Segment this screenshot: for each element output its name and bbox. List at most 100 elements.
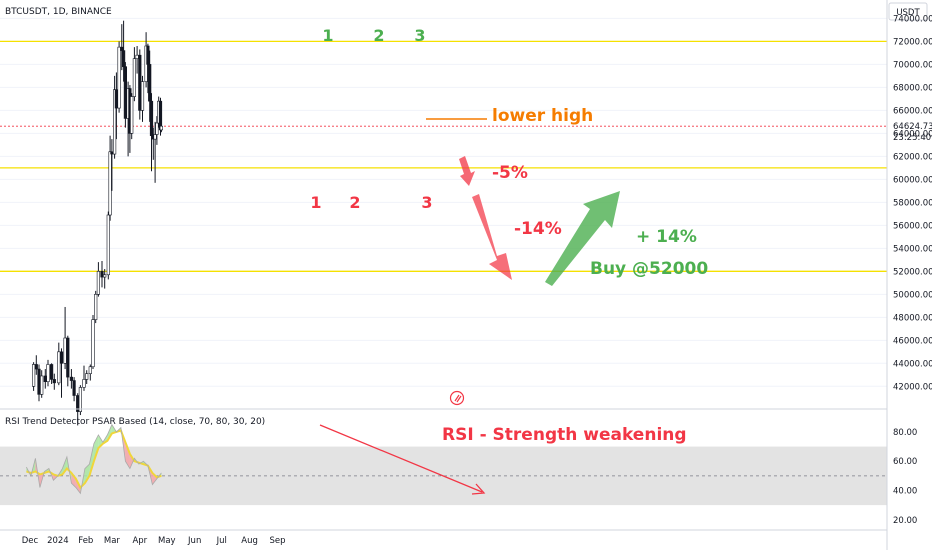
small-down-arrow <box>459 156 475 186</box>
time-tick-label: Apr <box>132 536 147 546</box>
price-annotations: lower high 1 2 3 1 2 3 -5% -14% + 14% Bu… <box>310 26 708 406</box>
rsi-trendline-arrowhead <box>471 483 486 495</box>
price-tick-label: 66000.00 <box>893 106 932 116</box>
price-tick-label: 58000.00 <box>893 198 932 208</box>
currency-label: USDT <box>896 8 920 18</box>
candle <box>138 49 142 120</box>
candle <box>94 290 98 324</box>
candle <box>85 370 89 385</box>
time-tick-label: May <box>158 536 176 546</box>
rsi-fill-segment <box>152 472 157 485</box>
candle <box>103 269 107 289</box>
candle <box>82 365 86 391</box>
large-up-arrow <box>545 191 620 286</box>
rsi-title: RSI Trend Detector PSAR Based (14, close… <box>5 417 265 427</box>
candle <box>132 47 137 102</box>
candle <box>96 262 100 297</box>
candle <box>159 118 164 133</box>
rsi-trendline <box>319 424 483 493</box>
rsi-weakening-label: RSI - Strength weakening <box>442 425 687 445</box>
candles <box>31 20 164 426</box>
price-tick-label: 68000.00 <box>893 83 932 93</box>
time-tick-label: Aug <box>241 536 258 546</box>
time-tick-label: Mar <box>104 536 121 546</box>
bottom-2-label: 2 <box>349 193 360 212</box>
price-tick-label: 72000.00 <box>893 37 932 47</box>
top-1-label: 1 <box>322 26 333 45</box>
candle <box>100 260 104 288</box>
price-tick-label: 74000.00 <box>893 14 932 24</box>
symbol-title: BTCUSDT, 1D, BINANCE <box>5 7 112 17</box>
price-tick-label: 56000.00 <box>893 221 932 231</box>
rsi-fill-segment <box>125 442 130 469</box>
tv-logo-icon <box>449 390 465 406</box>
price-tick-label: 48000.00 <box>893 313 932 323</box>
candle <box>123 62 127 128</box>
candle <box>59 348 64 398</box>
price-tick-label: 64000.00 <box>893 129 932 139</box>
top-2-label: 2 <box>373 26 384 45</box>
bottom-3-label: 3 <box>421 193 432 212</box>
time-tick-label: Feb <box>78 536 93 546</box>
candle <box>69 369 73 389</box>
horizontal-levels <box>0 40 887 272</box>
price-tick-label: 44000.00 <box>893 359 932 369</box>
time-tick-label: Dec <box>22 536 39 546</box>
rsi-tick-label: 20.00 <box>893 516 917 526</box>
bottom-1-label: 1 <box>310 193 321 212</box>
rsi-fill-segment <box>89 443 94 476</box>
candle <box>57 342 61 386</box>
rsi-axis-ticks: 20.00 40.00 60.00 80.00 <box>893 428 917 526</box>
last-price-label: 64624.73 <box>893 122 932 132</box>
candle <box>66 335 70 387</box>
large-down-arrow <box>472 194 512 280</box>
buy-label: Buy @52000 <box>590 259 708 279</box>
currency-button[interactable] <box>888 2 928 21</box>
time-tick-label: 2024 <box>47 536 69 546</box>
time-tick-label: Sep <box>269 536 285 546</box>
rsi-tick-label: 80.00 <box>893 428 917 438</box>
candle <box>88 364 92 381</box>
lower-high-label: lower high <box>492 106 593 126</box>
price-tick-label: 42000.00 <box>893 382 932 392</box>
time-tick-label: Jul <box>216 536 227 546</box>
time-axis[interactable]: Dec 2024 Feb Mar Apr May Jun Jul Aug Sep <box>0 529 887 546</box>
rsi-tick-label: 60.00 <box>893 457 917 467</box>
price-axis-ticks: 42000.00 44000.00 46000.00 48000.00 50000.00… <box>893 14 932 392</box>
candle <box>72 377 76 402</box>
pct-14-up-label: + 14% <box>636 227 697 247</box>
candle <box>40 370 44 398</box>
time-tick-label: Jun <box>187 536 201 546</box>
rsi-tick-label: 40.00 <box>893 486 917 496</box>
candle <box>91 315 95 370</box>
time-axis-ticks: Dec 2024 Feb Mar Apr May Jun Jul Aug Sep <box>22 536 286 546</box>
candle <box>106 211 110 280</box>
candle <box>31 362 36 391</box>
pct-5-label: -5% <box>492 163 528 183</box>
price-tick-label: 52000.00 <box>893 267 932 277</box>
candle <box>140 75 145 122</box>
price-tick-label: 70000.00 <box>893 60 932 70</box>
rsi-fill-segment <box>98 434 103 449</box>
price-tick-label: 62000.00 <box>893 152 932 162</box>
price-tick-label: 60000.00 <box>893 175 932 185</box>
candle <box>148 50 152 122</box>
candle <box>122 20 126 82</box>
rsi-fill-segment <box>107 424 112 441</box>
candle <box>149 93 154 172</box>
candle <box>46 359 50 387</box>
price-grid <box>0 17 887 387</box>
candle <box>49 363 54 385</box>
price-tick-label: 54000.00 <box>893 244 932 254</box>
rsi-fill-segment <box>93 434 99 462</box>
price-tick-label: 46000.00 <box>893 336 932 346</box>
candle <box>78 385 82 416</box>
rsi-signal-line <box>26 429 162 490</box>
candle <box>52 373 56 390</box>
rsi-fill-segment <box>84 464 90 484</box>
candle <box>34 355 38 375</box>
candle <box>155 116 159 145</box>
price-axis[interactable]: USDT 42000.00 44000.00 46000.00 48000.00 500… <box>886 0 932 550</box>
top-3-label: 3 <box>414 26 425 45</box>
